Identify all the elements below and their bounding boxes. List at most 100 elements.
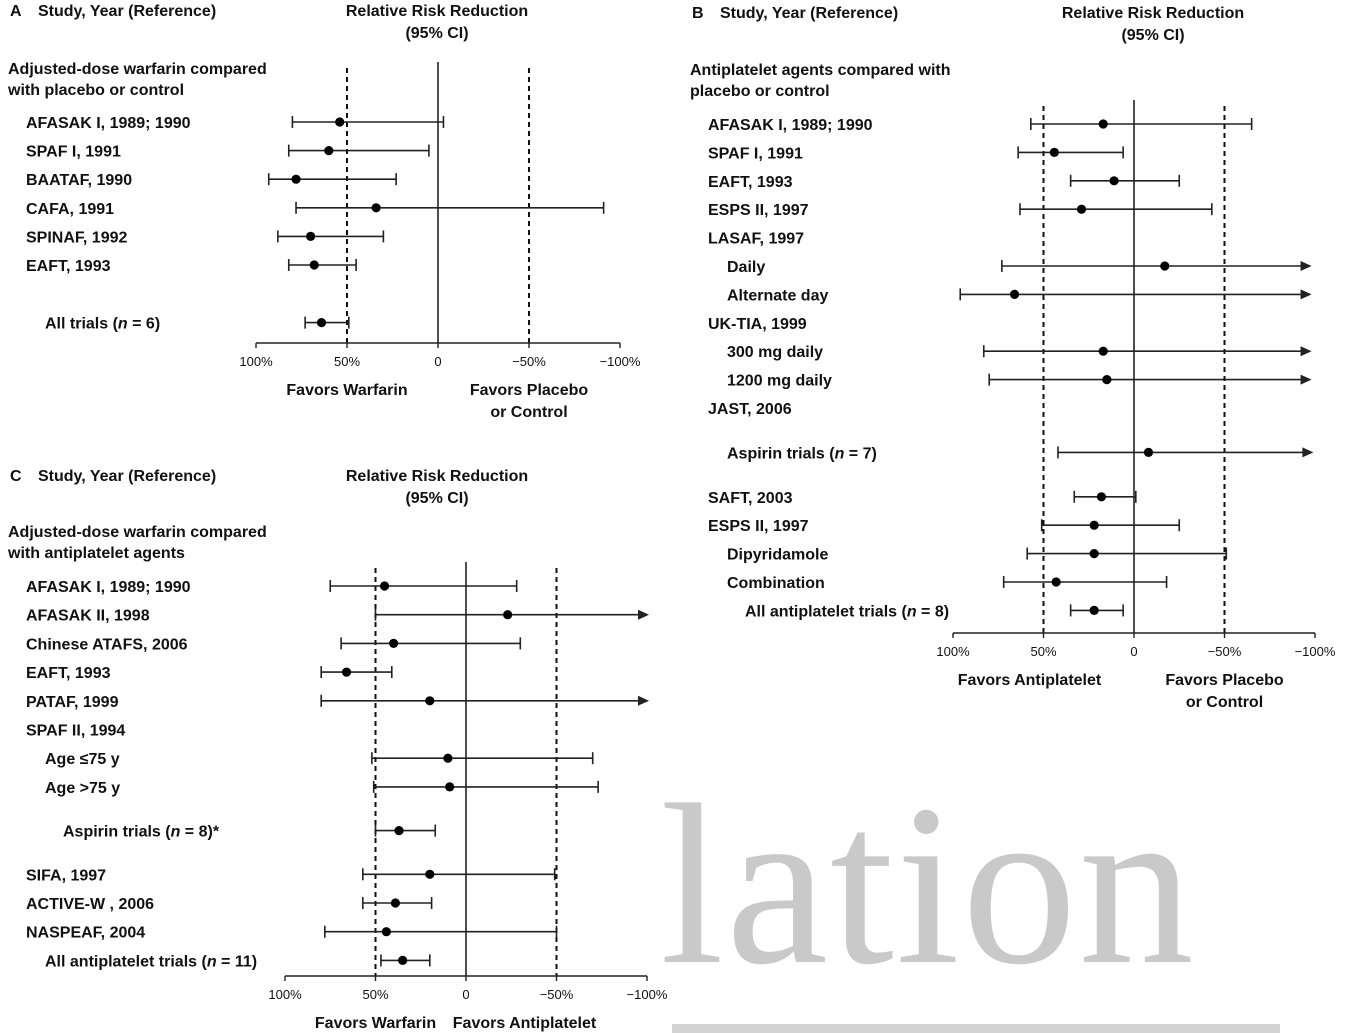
panel-a-favors-left-line-1: Favors Warfarin [286,382,407,399]
panel-b-point-estimate [1076,204,1087,214]
panel-b-x-tick-label: 0 [1130,644,1137,659]
panel-c-point-estimate [390,898,401,908]
panel-c-point-estimate [425,696,435,706]
panel-b-x-tick-label: −100% [1295,644,1336,659]
panel-a-x-tick-label: 100% [239,354,273,369]
panel-c-point-estimate [398,955,408,966]
panel-c-point-estimate [389,638,399,649]
panel-b-point-estimate [1096,492,1107,502]
panel-b-study-label: Aspirin trials (n = 7) [727,445,877,462]
panel-b-study-label: Dipyridamole [727,547,828,564]
panel-c-point-estimate [445,782,455,792]
panel-c-letter: C [10,468,22,485]
panel-a-study-label: SPINAF, 1992 [26,229,127,246]
panel-b-study-label: SPAF I, 1991 [708,145,803,162]
panel-c-point-estimate [394,826,404,836]
panel-b-x-tick-label: 50% [1030,644,1056,659]
panel-b-study-label: ESPS II, 1997 [708,518,809,535]
panel-a-x-tick-label: −50% [512,354,546,369]
panel-a-effect-header-line-2: (95% CI) [405,25,468,42]
panel-b-study-label: UK-TIA, 1999 [708,316,807,333]
panel-a-point-estimate [316,318,327,328]
panel-c-point-estimate [503,610,513,620]
panel-b-point-estimate [1160,261,1170,271]
panel-c-point-estimate [341,667,352,677]
panel-c-study-label: SPAF II, 1994 [26,723,125,740]
panel-a-section-title-line-2: with placebo or control [7,82,184,99]
panel-b-study-label: JAST, 2006 [708,401,792,418]
panel-b-favors-left-line-1: Favors Antiplatelet [958,672,1102,689]
panel-c-effect-header-line-2: (95% CI) [405,490,468,507]
panel-b-study-label: Alternate day [727,287,828,304]
panel-b-ci-arrow [1300,346,1312,357]
panel-b-point-estimate [1089,549,1099,559]
panel-c-ci-arrow [638,609,649,620]
panel-b-study-label: LASAF, 1997 [708,231,804,248]
panel-c-study-label: AFASAK I, 1989; 1990 [26,579,191,596]
panel-b-study-label: AFASAK I, 1989; 1990 [708,117,873,134]
panel-b-study-label: 300 mg daily [727,344,823,361]
panel-b-x-tick-label: 100% [936,644,970,659]
panel-b-letter: B [692,5,704,22]
panel-a-study-label: All trials (n = 6) [45,316,160,333]
panel-b-ci-arrow [1300,289,1312,300]
panel-b-point-estimate [1049,147,1059,157]
panel-b-study-label: Combination [727,575,825,592]
panel-c-study-label: Aspirin trials (n = 8)* [63,824,220,841]
panel-c-x-tick-label: 100% [268,987,302,1002]
panel-a-x-tick-label: 0 [434,354,441,369]
panel-b-point-estimate [1009,289,1020,299]
panel-c-study-label: All antiplatelet trials (n = 11) [45,953,257,970]
panel-a-point-estimate [291,174,301,184]
panel-b-study-label: 1200 mg daily [727,373,832,390]
panel-a-favors-right-line-2: or Control [490,404,567,421]
panel-c-study-label: SIFA, 1997 [26,867,106,884]
panel-b-section-title-line-2: placebo or control [690,83,830,100]
panel-c-section-title-line-1: Adjusted-dose warfarin compared [8,524,267,541]
panel-b-section-title-line-1: Antiplatelet agents compared with [690,62,950,79]
panel-a-point-estimate [335,117,345,127]
panel-b-x-tick-label: −50% [1208,644,1242,659]
panel-c-favors-left-line-1: Favors Warfarin [315,1015,436,1032]
panel-b-ci-arrow [1300,261,1312,271]
panel-a-study-label: EAFT, 1993 [26,258,111,275]
panel-a-x-tick-label: −100% [600,354,641,369]
panel-a-study-header: Study, Year (Reference) [38,3,216,20]
panel-c-section-title-line-2: with antiplatelet agents [7,545,185,562]
panel-c-study-label: ACTIVE-W , 2006 [26,896,154,913]
panel-a-study-label: AFASAK I, 1989; 1990 [26,115,191,132]
panel-b-study-label: Daily [727,259,765,276]
panel-a-favors-right-line-1: Favors Placebo [470,382,589,399]
panel-a-study-label: CAFA, 1991 [26,201,114,218]
panel-b-point-estimate [1089,605,1099,616]
panel-b-ci-arrow [1300,374,1312,385]
panel-c-study-label: NASPEAF, 2004 [26,925,145,942]
panel-c-favors-right-line-1: Favors Antiplatelet [453,1015,597,1032]
panel-a-point-estimate [371,203,381,213]
panel-b-point-estimate [1098,119,1108,129]
panel-b-study-label: ESPS II, 1997 [708,202,809,219]
panel-a-point-estimate [324,146,334,156]
panel-c-effect-header-line-1: Relative Risk Reduction [346,468,528,485]
panel-b-effect-header-line-2: (95% CI) [1121,27,1184,44]
panel-c-ci-arrow [638,695,649,706]
panel-a-study-label: BAATAF, 1990 [26,172,132,189]
panel-a-study-label: SPAF I, 1991 [26,144,121,161]
panel-c-point-estimate [425,869,435,879]
panel-c-study-label: PATAF, 1999 [26,694,119,711]
panel-c-point-estimate [381,927,391,937]
panel-b-study-header: Study, Year (Reference) [720,5,898,22]
panel-c-x-tick-label: 50% [362,987,388,1002]
panel-c-study-label: Age >75 y [45,780,120,797]
panel-a-point-estimate [309,260,319,270]
panel-b-study-label: All antiplatelet trials (n = 8) [745,603,949,620]
watermark-bar [672,1024,1280,1033]
panel-c-point-estimate [379,581,390,591]
panel-c-study-label: EAFT, 1993 [26,665,111,682]
panel-b-point-estimate [1143,447,1154,457]
panel-b-point-estimate [1089,520,1099,530]
panel-b-study-label: SAFT, 2003 [708,490,793,507]
panel-c-study-label: Chinese ATAFS, 2006 [26,636,188,653]
panel-a-x-tick-label: 50% [334,354,360,369]
